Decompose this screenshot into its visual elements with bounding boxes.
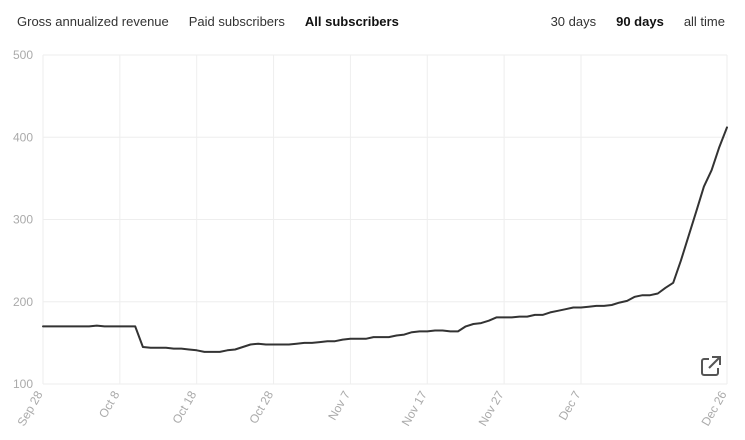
series-line-all-subscribers: [42, 126, 728, 353]
tab-range-all-time[interactable]: all time: [683, 14, 725, 29]
metric-tabs: Gross annualized revenue Paid subscriber…: [17, 14, 399, 29]
x-tick-label: Nov 17: [399, 388, 430, 428]
tab-gross-annualized-revenue[interactable]: Gross annualized revenue: [17, 14, 169, 29]
external-link-icon-glyph: [701, 355, 722, 376]
subscribers-line-chart: 100 200 300 400 500 Sep 28 Oct 8 Oct 18 Oct 28 No…: [13, 48, 730, 428]
x-tick-label: Oct 8: [96, 388, 123, 420]
x-tick-label: Dec 7: [556, 388, 584, 422]
tab-range-90-days[interactable]: 90 days: [616, 14, 664, 29]
external-link-icon[interactable]: [699, 354, 723, 378]
y-tick-label: 100: [13, 377, 33, 391]
y-tick-label: 200: [13, 295, 33, 309]
x-tick-label: Oct 18: [170, 388, 200, 426]
x-tick-label: Sep 28: [14, 388, 45, 428]
tab-range-30-days[interactable]: 30 days: [550, 14, 597, 29]
x-tick-label: Oct 28: [246, 388, 276, 426]
x-tick-label: Dec 26: [698, 388, 729, 428]
y-tick-label: 400: [13, 130, 33, 144]
tab-paid-subscribers[interactable]: Paid subscribers: [188, 14, 285, 29]
range-tabs: 30 days 90 days all time: [551, 14, 725, 29]
y-tick-label: 500: [13, 48, 33, 62]
x-tick-label: Nov 27: [476, 388, 507, 428]
x-tick-label: Nov 7: [325, 388, 353, 422]
tab-all-subscribers[interactable]: All subscribers: [304, 14, 399, 29]
y-tick-label: 300: [13, 213, 33, 227]
